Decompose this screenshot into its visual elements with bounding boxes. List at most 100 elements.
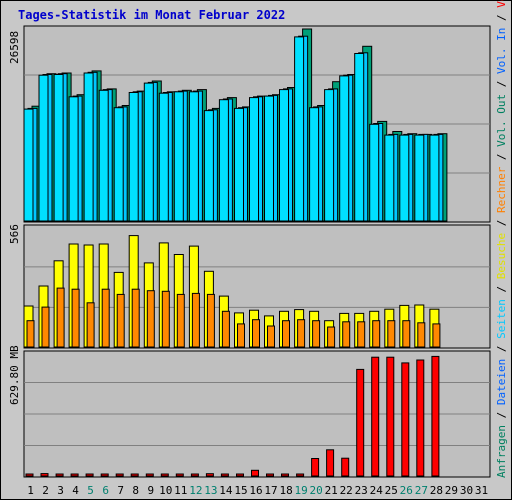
x-label-day-12: 12: [189, 484, 202, 497]
bar-seiten-day-13: [203, 110, 214, 222]
bar-volumen-day-25: [386, 356, 395, 477]
bar-rechner-day-19: [297, 319, 306, 348]
bar-seiten-day-17: [264, 95, 274, 222]
x-axis-day-labels: 1 2 3 4 5 6 7 8 9 10 11 12 13 14 15 16 17 18 19 20 21 22 23 24 2…: [27, 484, 488, 497]
bar-volumen-day-7: [115, 473, 124, 477]
panel-volume: [23, 350, 491, 478]
x-label-day-17: 17: [264, 484, 277, 497]
bar-rechner-day-7: [116, 293, 125, 348]
bar-seiten-day-22: [339, 75, 350, 222]
x-label-day-13: 13: [204, 484, 217, 497]
x-label-day-15: 15: [234, 484, 247, 497]
bar-seiten-day-16: [249, 97, 259, 222]
legend-segment-3: /: [495, 339, 508, 359]
bar-rechner-day-2: [41, 306, 50, 348]
bar-seiten-day-28: [429, 134, 440, 222]
x-label-day-26: 26: [400, 484, 413, 497]
bar-seiten-day-24: [369, 123, 380, 222]
x-label-day-23: 23: [355, 484, 368, 497]
bar-volumen-day-13: [205, 473, 214, 477]
x-label-day-18: 18: [279, 484, 292, 497]
legend-segment-13: /: [495, 8, 508, 28]
bar-volumen-day-12: [190, 473, 199, 477]
bar-volumen-day-19: [296, 473, 305, 477]
bar-rechner-day-24: [372, 320, 381, 348]
legend-segment-10: Vol. Out: [495, 94, 508, 147]
bar-seiten-day-4: [68, 96, 79, 222]
bar-volumen-day-8: [130, 473, 139, 477]
bar-seiten-day-20: [309, 107, 320, 222]
bar-rechner-day-14: [221, 310, 230, 348]
x-label-day-24: 24: [370, 484, 384, 497]
bar-rechner-day-6: [101, 288, 110, 348]
bar-seiten-day-5: [83, 72, 94, 222]
bar-seiten-day-26: [399, 134, 410, 222]
bar-volumen-day-9: [145, 473, 154, 477]
bar-seiten-day-6: [98, 89, 109, 222]
bar-seiten-day-18: [279, 89, 289, 222]
x-label-day-7: 7: [117, 484, 124, 497]
y-max-label-volume: 629.80 MB: [8, 345, 21, 405]
bar-rechner-day-3: [56, 287, 65, 348]
bar-seiten-day-27: [414, 134, 425, 222]
x-label-day-31: 31: [475, 484, 488, 497]
bar-rechner-day-23: [357, 321, 366, 348]
legend-segment-4: Seiten: [495, 299, 508, 339]
legend-segment-6: Besuche: [495, 233, 508, 279]
bar-rechner-day-4: [71, 288, 80, 348]
x-label-day-22: 22: [340, 484, 353, 497]
legend-segment-12: Vol. In: [495, 28, 508, 74]
bar-seiten-day-2: [38, 74, 49, 222]
bar-seiten-day-7: [113, 107, 124, 222]
chart-title: Tages-Statistik im Monat Februar 2022: [18, 8, 285, 22]
bar-seiten-day-1: [23, 108, 34, 222]
bar-seiten-day-11: [173, 91, 184, 222]
x-label-day-5: 5: [87, 484, 94, 497]
legend-segment-5: /: [495, 279, 508, 299]
x-label-day-14: 14: [219, 484, 233, 497]
bar-rechner-day-26: [402, 320, 411, 348]
x-label-day-16: 16: [249, 484, 262, 497]
bar-rechner-day-13: [206, 293, 215, 348]
x-label-day-30: 30: [460, 484, 473, 497]
bar-rechner-day-8: [131, 288, 140, 348]
x-label-day-21: 21: [325, 484, 338, 497]
bar-volumen-day-2: [40, 473, 49, 477]
bar-rechner-day-18: [282, 320, 290, 348]
bar-seiten-day-10: [158, 92, 169, 222]
x-label-day-3: 3: [57, 484, 64, 497]
legend-segment-0: Anfragen: [495, 425, 508, 478]
bar-volumen-day-27: [416, 359, 425, 477]
bar-rechner-day-15: [237, 323, 245, 348]
legend-segment-11: /: [495, 74, 508, 94]
bar-rechner-day-17: [267, 325, 275, 348]
bar-seiten-day-9: [143, 82, 154, 222]
bar-volumen-day-28: [431, 355, 440, 477]
bar-seiten-day-15: [234, 107, 244, 222]
bar-rechner-day-27: [417, 322, 426, 348]
x-label-day-28: 28: [430, 484, 443, 497]
x-label-day-20: 20: [309, 484, 322, 497]
bar-rechner-day-10: [161, 290, 170, 348]
y-max-label-requests: 26598: [8, 31, 21, 64]
bar-seiten-day-21: [324, 89, 335, 222]
legend-segment-1: /: [495, 405, 508, 425]
bar-rechner-day-20: [312, 320, 321, 348]
bar-volumen-day-21: [326, 449, 335, 477]
bar-volumen-day-23: [356, 368, 365, 477]
bar-rechner-day-16: [252, 319, 260, 348]
bar-rechner-day-11: [176, 293, 185, 348]
x-label-day-4: 4: [72, 484, 79, 497]
bar-seiten-day-23: [354, 53, 365, 222]
x-label-day-2: 2: [42, 484, 49, 497]
x-label-day-6: 6: [102, 484, 109, 497]
bar-rechner-day-12: [191, 292, 200, 348]
bar-volumen-day-16: [251, 469, 259, 477]
x-label-day-8: 8: [132, 484, 139, 497]
bar-seiten-day-25: [384, 134, 395, 222]
x-label-day-11: 11: [174, 484, 187, 497]
x-label-day-1: 1: [27, 484, 34, 497]
bar-rechner-day-1: [26, 320, 35, 348]
x-label-day-9: 9: [147, 484, 154, 497]
